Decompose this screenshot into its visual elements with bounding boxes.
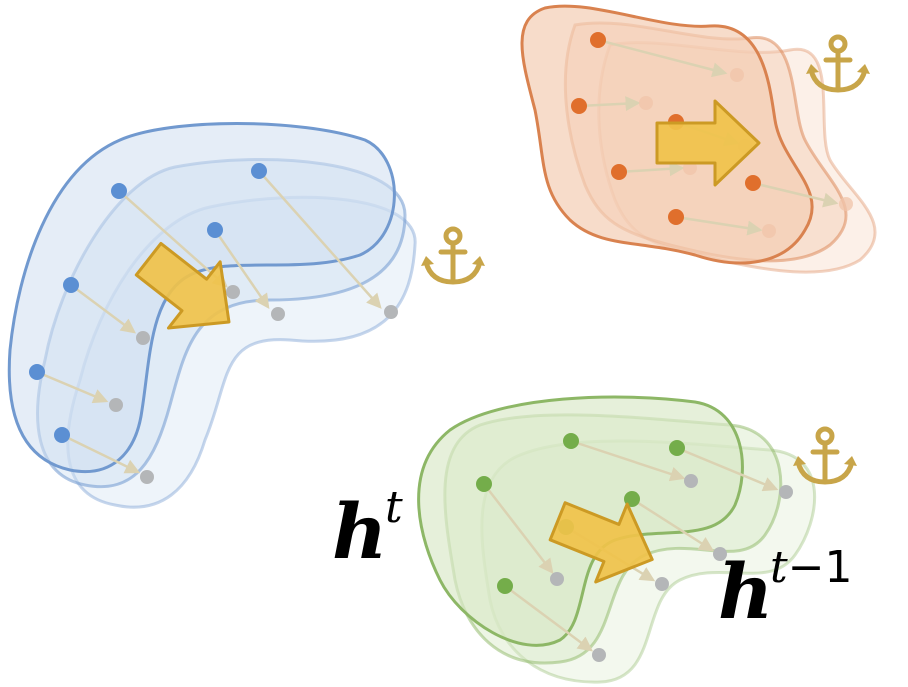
- ghost-point: [779, 485, 793, 499]
- data-point: [590, 32, 606, 48]
- ghost-point: [730, 68, 744, 82]
- ghost-point: [384, 305, 398, 319]
- label-h-superscript: t−1: [770, 542, 853, 593]
- blue-points: [29, 163, 267, 443]
- ghost-point: [592, 648, 606, 662]
- data-point: [29, 364, 45, 380]
- ghost-point: [136, 331, 150, 345]
- ghost-point: [271, 307, 285, 321]
- blue-region: [7, 122, 396, 473]
- drift-link: [118, 190, 228, 288]
- ghost-point: [762, 224, 776, 238]
- data-point: [611, 164, 627, 180]
- ghost-point: [550, 572, 564, 586]
- ghost-point: [684, 474, 698, 488]
- ghost-point: [140, 470, 154, 484]
- data-point: [745, 175, 761, 191]
- drift-link: [70, 283, 137, 334]
- ghost-point: [639, 96, 653, 110]
- ghost-point: [109, 398, 123, 412]
- drift-link: [61, 433, 141, 474]
- drift-link: [483, 483, 554, 574]
- superscript-offset: −1: [788, 542, 853, 593]
- green-ghost-points: [550, 474, 793, 662]
- green-cluster: [417, 395, 857, 684]
- data-point: [63, 277, 79, 293]
- drift-link: [675, 215, 763, 236]
- drift-link: [676, 446, 779, 492]
- data-point: [563, 433, 579, 449]
- data-point: [54, 427, 70, 443]
- blue-cluster: [7, 122, 485, 509]
- data-point: [669, 440, 685, 456]
- data-point: [497, 578, 513, 594]
- data-point: [111, 183, 127, 199]
- blue-ghost-points: [109, 285, 398, 484]
- anchor-icon: [421, 229, 485, 282]
- label-previous-representation: h t−1: [718, 542, 853, 636]
- ghost-point: [839, 197, 853, 211]
- data-point: [571, 98, 587, 114]
- data-point: [207, 222, 223, 238]
- label-h-superscript: t: [385, 482, 403, 533]
- data-point: [251, 163, 267, 179]
- anchor-icon: [793, 429, 857, 482]
- label-h-base: h: [332, 487, 387, 576]
- drift-link: [752, 181, 839, 208]
- superscript-variable: t: [770, 542, 788, 593]
- label-h-base: h: [718, 547, 773, 636]
- drift-link: [618, 161, 685, 177]
- drift-link: [504, 584, 594, 652]
- data-point: [476, 476, 492, 492]
- blue-drift-links: [36, 170, 382, 474]
- drift-link: [631, 497, 715, 552]
- orange-cluster: [520, 4, 877, 274]
- drift-link: [213, 229, 270, 310]
- drift-link: [597, 38, 728, 78]
- ghost-point: [713, 547, 727, 561]
- drift-link: [258, 170, 382, 309]
- drift-link: [570, 439, 686, 482]
- label-current-representation: h t: [332, 482, 403, 576]
- data-point: [668, 209, 684, 225]
- drift-link: [36, 370, 109, 404]
- ghost-point: [655, 577, 669, 591]
- drift-link: [578, 96, 641, 112]
- ghost-point: [226, 285, 240, 299]
